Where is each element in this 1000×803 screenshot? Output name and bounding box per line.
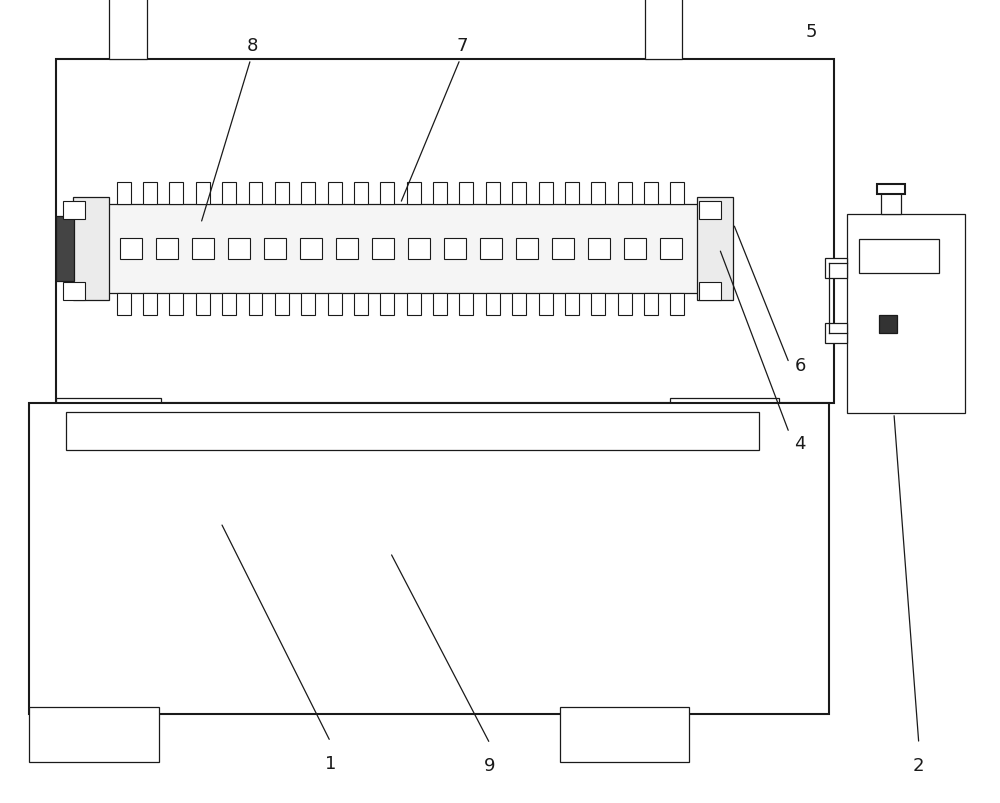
Text: 5: 5 [805, 23, 817, 41]
Bar [670, 294, 684, 316]
Bar [699, 202, 721, 219]
Bar [29, 403, 829, 714]
Bar [63, 202, 85, 219]
Bar [120, 238, 142, 260]
Bar [444, 238, 466, 260]
Bar [697, 198, 733, 301]
Bar [380, 294, 394, 316]
Bar [624, 238, 646, 260]
Bar [169, 182, 183, 205]
Bar [222, 182, 236, 205]
Bar [539, 294, 553, 316]
Bar [56, 60, 834, 403]
Bar [407, 182, 421, 205]
Bar [354, 182, 368, 205]
Bar [660, 238, 682, 260]
Bar [56, 216, 74, 282]
Bar [588, 238, 610, 260]
Bar [552, 238, 574, 260]
Bar [486, 182, 500, 205]
Bar [156, 238, 178, 260]
Bar [73, 198, 109, 301]
Bar [459, 182, 473, 205]
Bar [591, 294, 605, 316]
Bar [222, 294, 236, 316]
Bar [117, 294, 131, 316]
Bar [847, 214, 965, 414]
Bar [301, 294, 315, 316]
Text: 2: 2 [913, 756, 925, 774]
Bar [275, 294, 289, 316]
Bar [486, 294, 500, 316]
Bar [877, 185, 905, 194]
Bar [560, 707, 689, 762]
Bar [512, 294, 526, 316]
Bar [196, 294, 210, 316]
Bar [264, 238, 286, 260]
Bar [328, 182, 342, 205]
Bar [645, 0, 682, 60]
Bar [372, 238, 394, 260]
Bar [249, 182, 262, 205]
Bar [169, 294, 183, 316]
Bar [300, 238, 322, 260]
Bar [56, 398, 161, 448]
Bar [644, 182, 658, 205]
Bar [618, 182, 632, 205]
Bar [380, 182, 394, 205]
Bar [433, 294, 447, 316]
Text: 4: 4 [794, 434, 806, 452]
Bar [407, 294, 421, 316]
Bar [143, 182, 157, 205]
Bar [618, 294, 632, 316]
Bar [328, 294, 342, 316]
Bar [881, 193, 901, 214]
Bar [512, 182, 526, 205]
Bar [301, 182, 315, 205]
Bar [699, 283, 721, 301]
Bar [336, 238, 358, 260]
Bar [565, 294, 579, 316]
Bar [879, 316, 897, 334]
Bar [117, 182, 131, 205]
Bar [29, 707, 159, 762]
Bar [228, 238, 250, 260]
Bar [670, 182, 684, 205]
Bar [354, 294, 368, 316]
Bar [644, 294, 658, 316]
Bar [408, 238, 430, 260]
Bar [480, 238, 502, 260]
Bar [196, 182, 210, 205]
Bar [66, 413, 759, 450]
Bar [106, 205, 699, 294]
Bar [143, 294, 157, 316]
Bar [565, 182, 579, 205]
Bar [109, 0, 147, 60]
Bar [859, 239, 939, 274]
Bar [670, 398, 779, 448]
Bar [275, 182, 289, 205]
Bar [825, 259, 847, 279]
Bar [516, 238, 538, 260]
Bar [63, 283, 85, 301]
Bar [433, 182, 447, 205]
Text: 9: 9 [484, 756, 496, 774]
Text: 6: 6 [795, 357, 807, 375]
Text: 8: 8 [247, 37, 258, 55]
Text: 7: 7 [456, 37, 468, 55]
Bar [825, 324, 847, 344]
Text: 1: 1 [325, 754, 336, 772]
Bar [591, 182, 605, 205]
Bar [249, 294, 262, 316]
Bar [459, 294, 473, 316]
Bar [192, 238, 214, 260]
Bar [539, 182, 553, 205]
